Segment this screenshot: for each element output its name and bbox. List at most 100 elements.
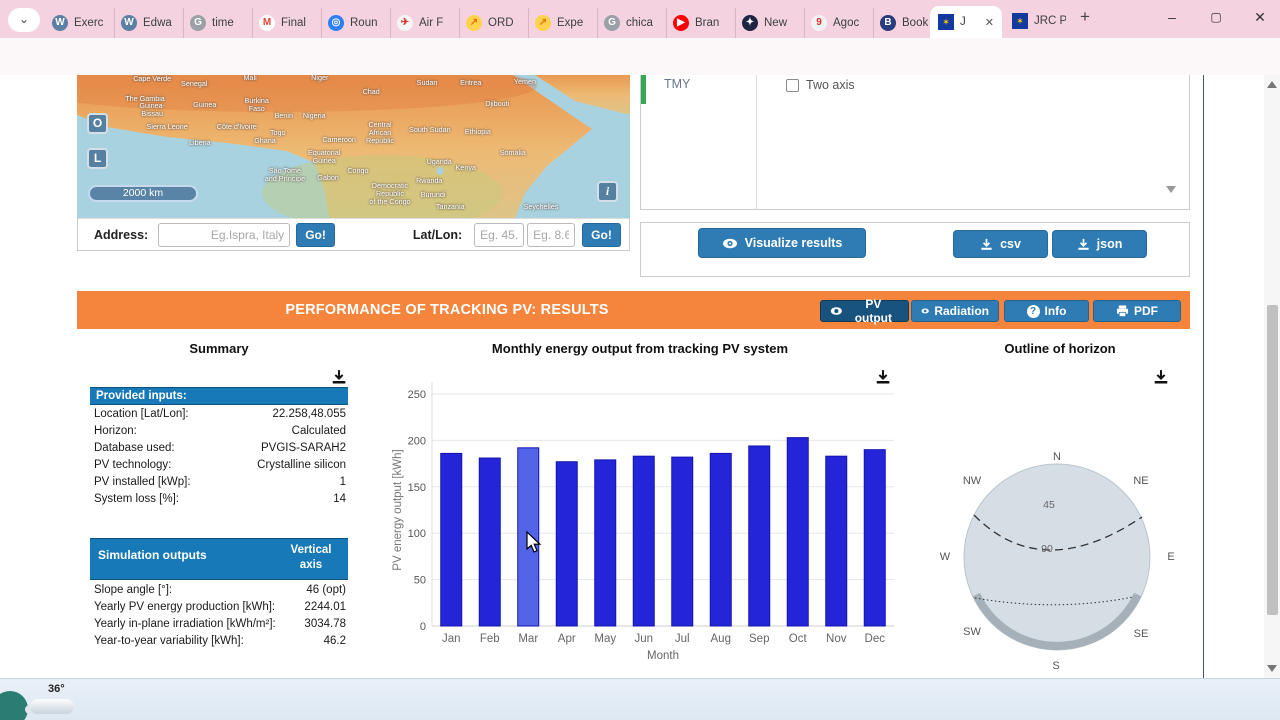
- chart-bar-Apr[interactable]: [555, 461, 578, 627]
- browser-tab[interactable]: ✈ Air F: [391, 8, 460, 38]
- summary-download-icon[interactable]: [331, 369, 347, 385]
- csv-download-button[interactable]: csv: [953, 230, 1048, 258]
- chart-bar-Sep[interactable]: [748, 445, 771, 627]
- chart-bar-Jun[interactable]: [632, 455, 655, 627]
- tab-search-button[interactable]: ⌄: [8, 8, 40, 32]
- browser-tab[interactable]: ↗ ORD: [460, 8, 529, 38]
- horizon-download-icon[interactable]: [1153, 369, 1169, 385]
- provided-input-row: System loss [%]: 14: [90, 490, 348, 507]
- tab-favicon: W: [52, 15, 68, 31]
- weather-temp[interactable]: 36°: [48, 683, 65, 695]
- map-country-label: Tanzania: [435, 201, 465, 211]
- browser-tab-jrc[interactable]: ✶ JRC P: [1006, 8, 1072, 34]
- latlon-go-button[interactable]: Go!: [582, 222, 621, 247]
- tab-label: New: [764, 17, 788, 29]
- browser-tab[interactable]: 9 Agoc: [805, 8, 874, 38]
- x-tick-label: Feb: [480, 633, 500, 645]
- provided-input-row: PV installed [kWp]: 1: [90, 473, 348, 490]
- map-country-label: Rwanda: [416, 175, 443, 185]
- browser-tab[interactable]: W Edwa: [115, 8, 184, 38]
- chart-bar-Jul[interactable]: [671, 456, 694, 627]
- browser-tab[interactable]: B Book: [874, 8, 943, 38]
- provided-inputs-rows: Location [Lat/Lon]: 22.258,48.055 Horizon:…: [90, 405, 348, 507]
- row-label: Yearly in-plane irradiation [kWh/m²]:: [94, 617, 276, 630]
- map-country-label: Yemen: [513, 77, 536, 87]
- y-tick-label: 250: [408, 389, 426, 401]
- map-country-label: South Sudan: [409, 124, 451, 134]
- chart-bar-Nov[interactable]: [825, 455, 848, 627]
- address-go-button[interactable]: Go!: [296, 222, 335, 247]
- simulation-output-row: Year-to-year variability [kWh]: 46.2: [90, 632, 348, 649]
- scroll-up-icon[interactable]: [1267, 81, 1277, 88]
- tab-favicon: B: [880, 15, 896, 31]
- map-country-label: Guinea- Bissau: [139, 101, 165, 119]
- visualize-results-button[interactable]: Visualize results: [698, 228, 866, 258]
- row-value: 2244.01: [304, 600, 346, 613]
- page-scrollbar-thumb[interactable]: [1267, 305, 1278, 615]
- radiation-button[interactable]: Radiation: [911, 300, 999, 322]
- map-country-label: Uganda: [426, 157, 452, 167]
- map-country-label: Senegal: [181, 79, 208, 89]
- row-value: 46 (opt): [306, 583, 346, 596]
- chart-bar-Oct[interactable]: [786, 437, 809, 627]
- widget-leaf-icon: [0, 691, 28, 720]
- map-o-button[interactable]: O: [87, 113, 108, 134]
- browser-tab[interactable]: M Final: [253, 8, 322, 38]
- compass-s: S: [1052, 660, 1059, 672]
- chart-bar-Dec[interactable]: [863, 449, 886, 627]
- browser-tab[interactable]: ◎ Roun: [322, 8, 391, 38]
- eu-flag-favicon: ✶: [1012, 13, 1028, 29]
- window-restore-button[interactable]: ▢: [1210, 10, 1222, 24]
- tab-label: Roun: [350, 17, 378, 29]
- lon-input[interactable]: [527, 222, 576, 247]
- compass-se: SE: [1134, 628, 1149, 640]
- y-tick-label: 100: [408, 528, 426, 540]
- tab-close-icon[interactable]: ✕: [984, 16, 994, 29]
- info-button[interactable]: ? Info: [1004, 300, 1089, 322]
- lat-input[interactable]: [474, 222, 525, 247]
- browser-tab[interactable]: ✦ New: [736, 8, 805, 38]
- tab-tmy[interactable]: TMY: [641, 75, 756, 104]
- map-country-label: Cameroon: [322, 134, 356, 144]
- row-label: Year-to-year variability [kWh]:: [94, 634, 244, 647]
- sim-col-header: Vertical axis: [290, 544, 332, 571]
- x-tick-label: Mar: [518, 633, 538, 645]
- pdf-label: PDF: [1134, 304, 1158, 318]
- browser-tab[interactable]: ▶ Bran: [667, 8, 736, 38]
- new-tab-button[interactable]: +: [1080, 7, 1090, 26]
- monthly-output-chart: 0 50 100 150 200 250 Jan Feb Mar Apr May Jun Jul Aug S…: [392, 382, 894, 660]
- sun-path-dashed-line: [973, 514, 1143, 551]
- browser-tab[interactable]: W Exerc: [46, 8, 115, 38]
- map-info-button[interactable]: i: [597, 181, 618, 202]
- window-close-button[interactable]: ✕: [1254, 9, 1266, 25]
- chart-bar-Feb[interactable]: [478, 457, 501, 627]
- row-label: Slope angle [°]:: [94, 583, 173, 596]
- active-browser-tab[interactable]: ✶ J ✕: [930, 6, 1002, 38]
- address-input[interactable]: [158, 222, 291, 247]
- map-l-button[interactable]: L: [87, 148, 108, 169]
- two-axis-checkbox[interactable]: [786, 78, 799, 92]
- pv-output-button[interactable]: PV output: [820, 297, 909, 325]
- map-country-label: Sierra Leone: [146, 121, 188, 131]
- chart-bar-Aug[interactable]: [709, 452, 732, 627]
- browser-tab[interactable]: ↗ Expe: [529, 8, 598, 38]
- pdf-button[interactable]: PDF: [1093, 300, 1181, 322]
- map-panel[interactable]: Cape Verde Senegal The Gambia Guinea- Bissa…: [77, 75, 630, 218]
- window-minimize-button[interactable]: –: [1168, 9, 1176, 25]
- chart-bar-Jan[interactable]: [440, 452, 463, 627]
- weather-cloud-icon[interactable]: [30, 699, 74, 714]
- x-tick-label: Aug: [711, 633, 731, 645]
- row-value: Calculated: [291, 424, 346, 437]
- json-download-button[interactable]: json: [1052, 230, 1147, 258]
- json-label: json: [1096, 237, 1123, 251]
- scroll-down-icon[interactable]: [1267, 665, 1277, 672]
- chart-bar-May[interactable]: [594, 459, 617, 627]
- row-value: 1: [339, 475, 346, 488]
- chart-download-icon[interactable]: [875, 369, 891, 385]
- map-country-label: The Gambia: [125, 93, 165, 103]
- map-country-label: Djibouti: [485, 98, 510, 108]
- panel-scroll-down-icon[interactable]: [1166, 186, 1176, 193]
- map-country-label: Burkina Faso: [244, 95, 269, 113]
